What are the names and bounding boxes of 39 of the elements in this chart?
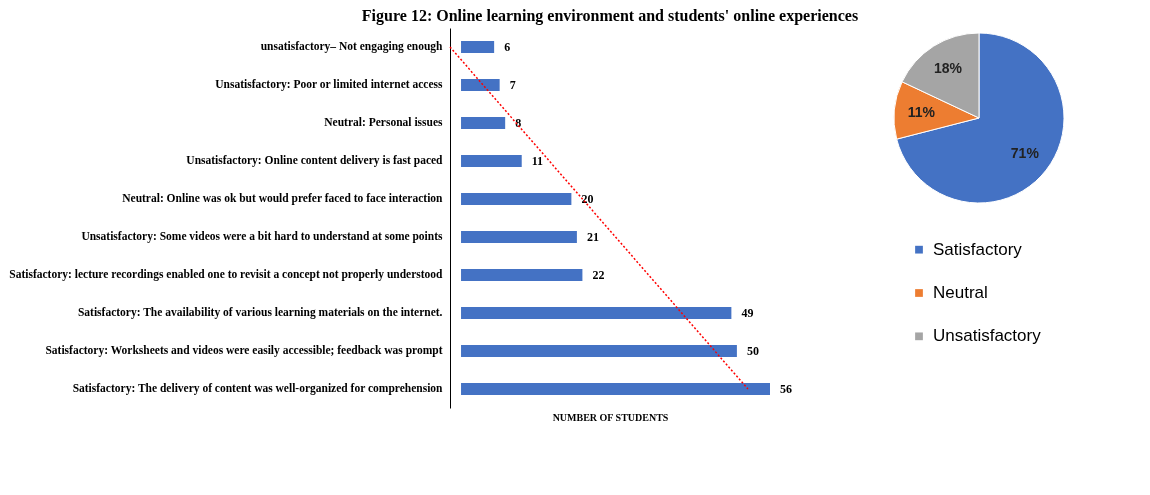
y-tick-label: Satisfactory: The availability of various learning materials on the internet. <box>77 306 443 319</box>
bar <box>461 154 522 168</box>
data-label: 6 <box>504 40 511 54</box>
data-label: 11 <box>531 154 544 168</box>
bar <box>461 382 770 396</box>
data-label: 22 <box>592 268 605 282</box>
bar <box>461 40 495 54</box>
data-label: 11% <box>907 103 936 120</box>
y-tick-label: Unsatisfactory: Online content delivery is fast paced <box>186 154 444 167</box>
y-tick-label: Satisfactory: The delivery of content was well-organized for comprehension <box>72 382 444 395</box>
y-tick-label: Satisfactory: lecture recordings enabled one to revisit a concept not properly understood <box>9 268 444 281</box>
data-label: 56 <box>780 382 792 396</box>
bar <box>461 230 577 244</box>
bar <box>461 78 500 92</box>
data-label: 18% <box>933 60 963 77</box>
data-label: 8 <box>515 116 522 130</box>
legend-label: Neutral <box>933 283 988 302</box>
bar <box>461 344 737 358</box>
data-label: 21 <box>586 230 599 244</box>
data-label: 71% <box>1010 144 1040 161</box>
y-tick-label: Unsatisfactory: Some videos were a bit hard to understand at some points <box>81 230 444 243</box>
y-tick-label: Neutral: Online was ok but would prefer faced to face interaction <box>122 192 444 205</box>
x-axis-title: NUMBER OF STUDENTS <box>552 411 669 423</box>
bar <box>461 306 732 320</box>
pie-slice <box>896 32 1065 204</box>
legend-label: Satisfactory <box>933 239 1023 259</box>
legend-label: Unsatisfactory <box>933 326 1042 346</box>
y-tick-label: unsatisfactory– Not engaging enough <box>260 40 444 53</box>
data-label: 50 <box>746 344 759 358</box>
chart-title: Figure 12: Online learning environment and students' online experiences <box>361 7 859 25</box>
y-tick-label: Satisfactory: Worksheets and videos were easily accessible; feedback was prompt <box>45 344 443 357</box>
y-tick-label: Unsatisfactory: Poor or limited internet access <box>215 78 444 91</box>
y-tick-label: Neutral: Personal issues <box>324 116 444 128</box>
data-label: 7 <box>509 78 516 92</box>
bar <box>461 116 506 130</box>
data-label: 20 <box>581 192 594 206</box>
bar <box>461 192 572 206</box>
data-label: 49 <box>741 306 754 320</box>
bar <box>461 268 583 282</box>
